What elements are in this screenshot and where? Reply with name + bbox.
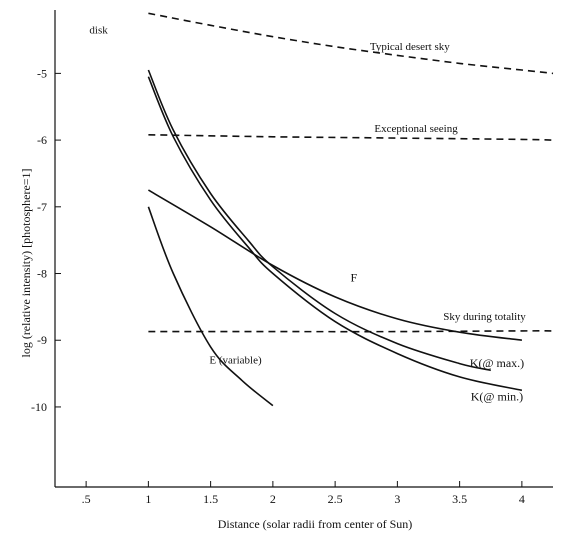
axes bbox=[54, 10, 553, 488]
y-tick-label: -5 bbox=[37, 66, 47, 80]
annotation-label: K(@ max.) bbox=[470, 356, 524, 370]
annotation-label: Exceptional seeing bbox=[374, 123, 458, 135]
annotation-label: Typical desert sky bbox=[370, 41, 450, 53]
x-tick-label: 4 bbox=[519, 492, 525, 506]
ticks: .5 1 1.5 2 2.5 3 3.5 4 -5 -6 -7 -8 -9 -10 bbox=[31, 66, 525, 506]
annotation-label: E (variable) bbox=[209, 355, 262, 367]
annotation-label: K(@ min.) bbox=[471, 389, 523, 403]
y-axis-label: log (relative intensity) [photosphere=1] bbox=[19, 168, 33, 357]
x-tick-label: .5 bbox=[82, 492, 91, 506]
y-tick-label: -7 bbox=[37, 200, 47, 214]
series-line-k-min bbox=[147, 76, 523, 392]
series-lines bbox=[147, 12, 554, 407]
annotation-label: F bbox=[350, 271, 357, 285]
x-tick-label: 3 bbox=[394, 492, 400, 506]
y-tick-label: -9 bbox=[37, 333, 47, 347]
annotation-label: disk bbox=[89, 24, 108, 36]
x-tick-label: 1.5 bbox=[203, 492, 218, 506]
series-line-sky-during-totality bbox=[148, 330, 554, 333]
series-line-typical-desert-sky bbox=[148, 12, 554, 75]
series-line-exceptional-seeing bbox=[148, 134, 554, 141]
x-tick-label: 2 bbox=[270, 492, 276, 506]
x-tick-label: 3.5 bbox=[452, 492, 467, 506]
y-tick-label: -6 bbox=[37, 133, 47, 147]
series-line-f bbox=[147, 189, 522, 341]
x-axis-label: Distance (solar radii from center of Sun… bbox=[218, 517, 413, 531]
annotation-label: Sky during totality bbox=[443, 311, 526, 323]
x-tick-label: 1 bbox=[145, 492, 151, 506]
x-tick-label: 2.5 bbox=[328, 492, 343, 506]
annotations: disk Typical desert sky Exceptional seeing… bbox=[89, 24, 526, 403]
y-tick-label: -10 bbox=[31, 400, 47, 414]
series-line-k-max bbox=[147, 69, 491, 372]
y-tick-label: -8 bbox=[37, 267, 47, 281]
series-line-e-variable bbox=[147, 206, 274, 407]
